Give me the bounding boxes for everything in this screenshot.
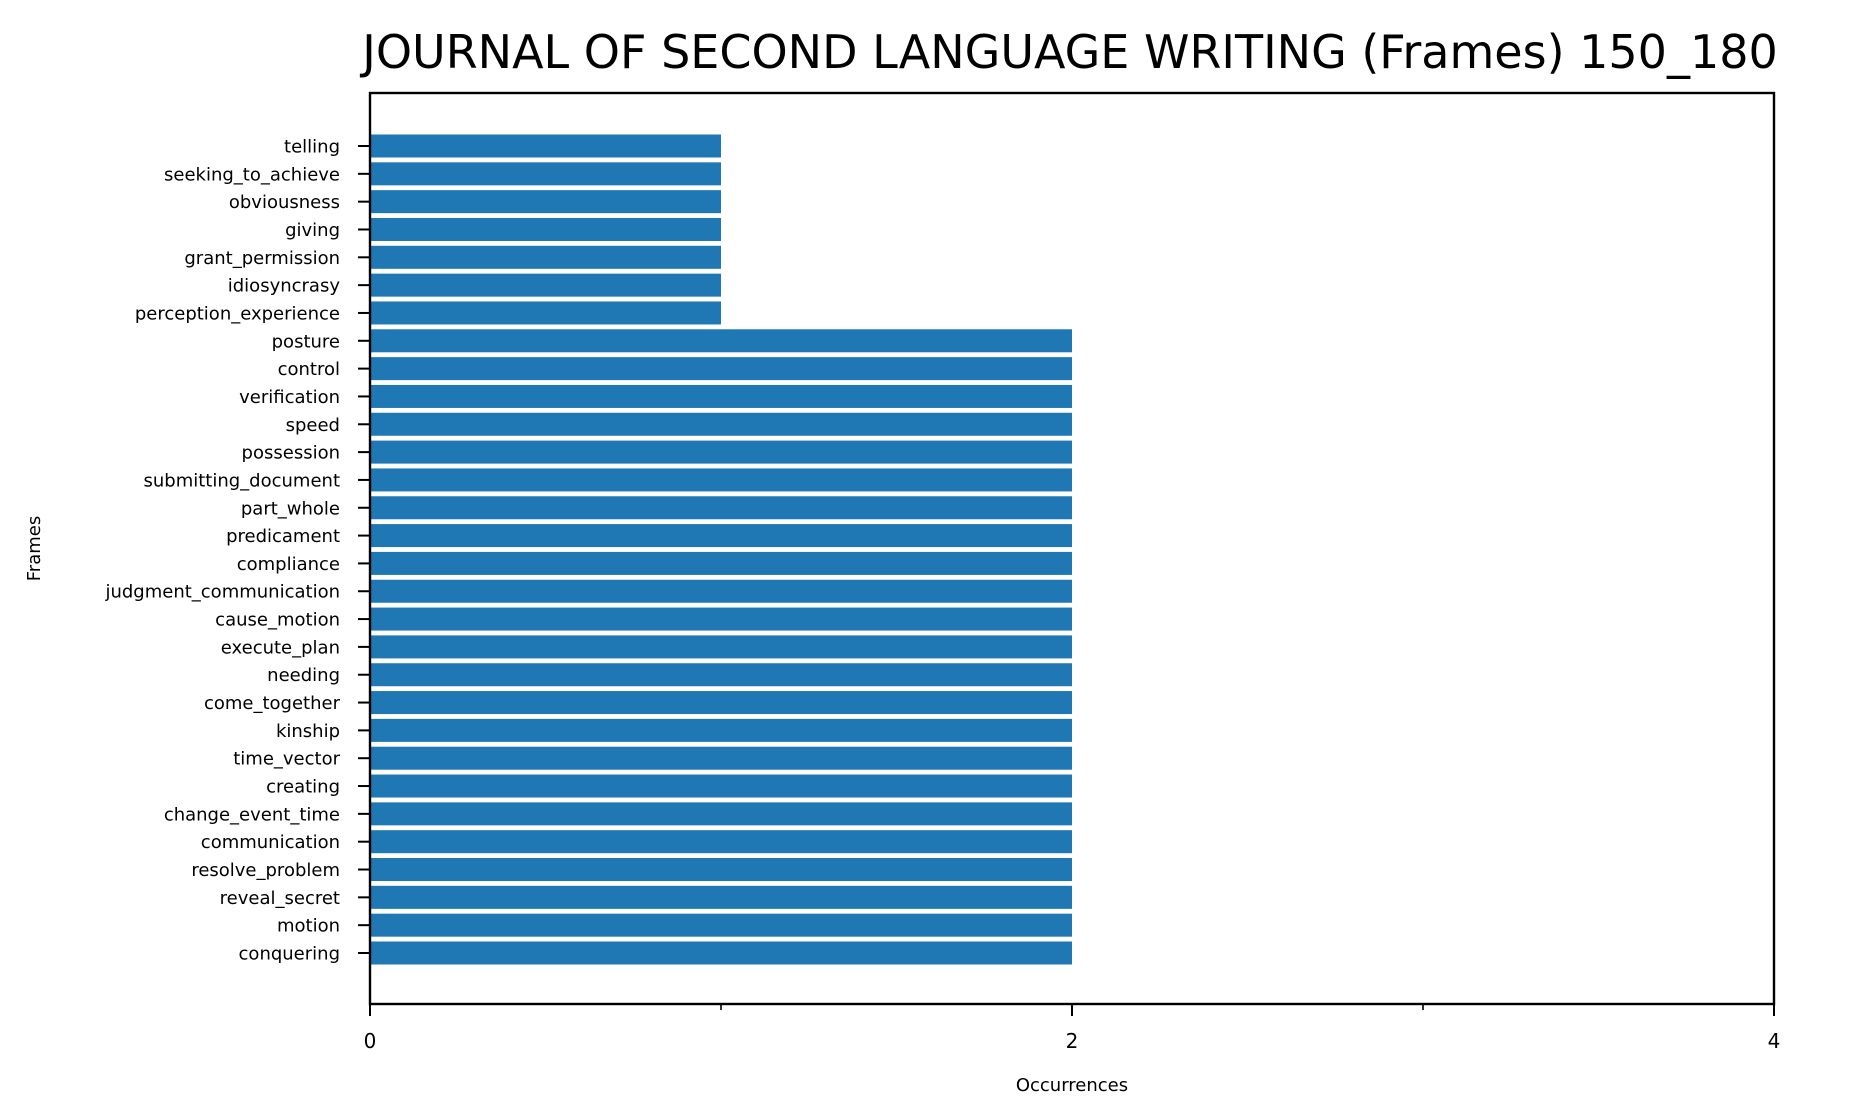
bar-speed [370,412,1072,436]
bar-telling [370,134,721,158]
y-tick-label: communication [201,832,340,853]
x-tick-label: 0 [364,1029,377,1053]
x-axis-ticks: 0 2 4 [364,1004,1781,1053]
y-tick-label: seeking_to_achieve [164,164,340,185]
bar-come-together [370,691,1072,715]
y-tick-label: verification [239,387,340,408]
y-tick-label: obviousness [229,192,340,213]
y-tick-label: posture [272,331,340,352]
bar-posture [370,329,1072,353]
y-tick-label: part_whole [241,498,340,519]
y-tick-label: conquering [239,944,340,965]
bar-motion [370,913,1072,937]
y-tick-label: needing [267,665,340,686]
y-tick-label: cause_motion [215,610,340,631]
bar-cause-motion [370,607,1072,631]
y-tick-label: possession [242,443,340,464]
bar-grant-permission [370,245,721,269]
bar-possession [370,440,1072,464]
y-tick-label: predicament [226,526,340,547]
bar-perception-experience [370,301,721,325]
bar-conquering [370,941,1072,965]
bar-resolve-problem [370,858,1072,882]
bar-control [370,357,1072,381]
x-tick-label: 4 [1768,1029,1781,1053]
bar-verification [370,384,1072,408]
x-axis-label: Occurrences [1016,1075,1128,1096]
bar-obviousness [370,190,721,214]
y-tick-label: judgment_communication [104,582,340,603]
y-tick-label: change_event_time [164,804,340,825]
y-tick-label: kinship [276,721,340,742]
bar-communication [370,830,1072,854]
y-tick-label: time_vector [233,749,340,770]
bar-execute-plan [370,635,1072,659]
y-tick-label: perception_experience [135,303,340,324]
bar-predicament [370,524,1072,548]
y-tick-label: motion [277,916,340,937]
bar-change-event-time [370,802,1072,826]
y-tick-label: reveal_secret [220,888,340,909]
bar-seeking-to-achieve [370,162,721,186]
bar-needing [370,663,1072,687]
x-tick-label: 2 [1066,1029,1079,1053]
y-tick-label: grant_permission [184,248,340,269]
y-tick-label: speed [286,415,340,436]
bar-judgment-communication [370,579,1072,603]
bar-time-vector [370,746,1072,770]
y-tick-label: execute_plan [221,637,340,658]
y-tick-label: compliance [237,554,340,575]
y-tick-label: submitting_document [143,470,340,491]
y-tick-label: creating [266,777,340,798]
y-tick-label: control [278,359,340,380]
chart-title: JOURNAL OF SECOND LANGUAGE WRITING (Fram… [359,25,1778,79]
bar-giving [370,217,721,241]
y-tick-label: resolve_problem [191,860,340,881]
bar-submitting-document [370,468,1072,492]
bar-reveal-secret [370,885,1072,909]
y-tick-label: come_together [204,693,341,714]
bars-group [370,134,1072,965]
bar-idiosyncrasy [370,273,721,297]
y-axis-ticks: telling seeking_to_achieve obviousness givi… [104,137,370,965]
y-tick-label: idiosyncrasy [228,276,341,297]
bar-part-whole [370,496,1072,520]
plot-frame [368,91,1776,1006]
bar-creating [370,774,1072,798]
y-tick-label: giving [285,220,340,241]
y-tick-label: telling [284,137,340,158]
bar-compliance [370,551,1072,575]
bar-kinship [370,718,1072,742]
y-axis-label: Frames [24,516,45,581]
